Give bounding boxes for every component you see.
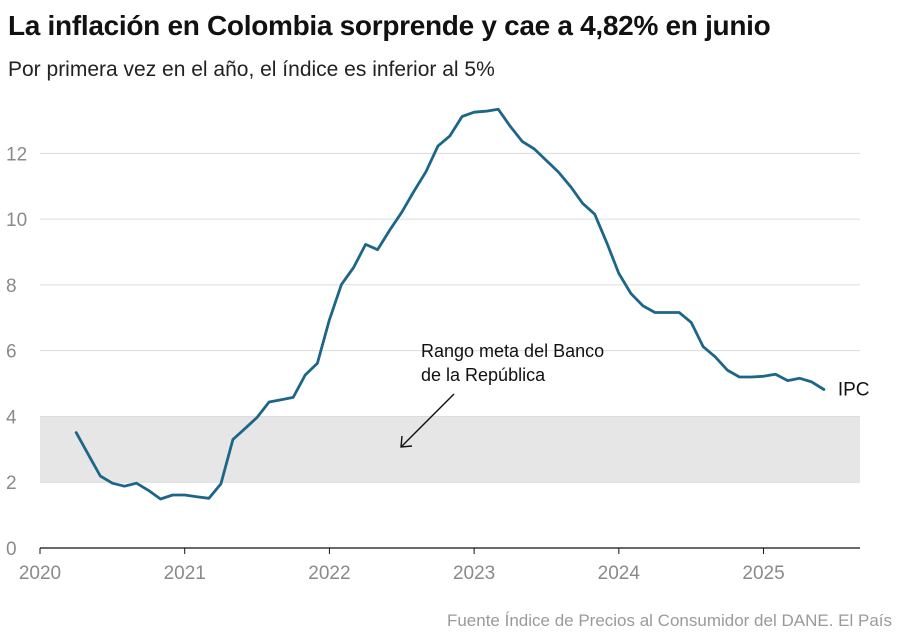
y-tick-label-8: 8 (6, 276, 17, 297)
chart-subtitle: Por primera vez en el año, el índice es … (8, 58, 495, 81)
y-tick-label-12: 12 (6, 144, 27, 165)
target-band (40, 416, 860, 483)
axes: 0 2 4 6 8 10 12 2020 2021 2022 2023 2024 2025 (6, 144, 860, 584)
target-band-layer (40, 416, 860, 483)
x-tick-label-2024: 2024 (598, 563, 641, 584)
source-note: Fuente Índice de Precios al Consumidor d… (446, 611, 892, 630)
x-tick-label-2023: 2023 (453, 563, 495, 584)
annotation-arrow-head (400, 435, 413, 448)
y-tick-label-0: 0 (6, 539, 17, 560)
y-tick-label-10: 10 (6, 210, 27, 231)
annotation-line-2: de la República (421, 365, 546, 385)
y-tick-label-2: 2 (6, 473, 17, 494)
series-line-ipc (74, 107, 826, 501)
y-tick-label-4: 4 (6, 407, 17, 428)
annotation-line-1: Rango meta del Banco (421, 341, 604, 361)
gridlines (40, 152, 860, 483)
y-tick-label-6: 6 (6, 342, 17, 363)
x-tick-label-2020: 2020 (19, 563, 61, 584)
chart-title: La inflación en Colombia sorprende y cae… (8, 10, 771, 41)
series-layer: IPC (74, 107, 870, 501)
annotation-arrow-shaft (400, 393, 455, 448)
x-tick-label-2022: 2022 (308, 563, 350, 584)
x-tick-label-2021: 2021 (164, 563, 206, 584)
x-tick-label-2025: 2025 (742, 563, 784, 584)
series-label-ipc: IPC (838, 379, 870, 400)
annotation-layer: Rango meta del Banco de la República (400, 341, 604, 448)
